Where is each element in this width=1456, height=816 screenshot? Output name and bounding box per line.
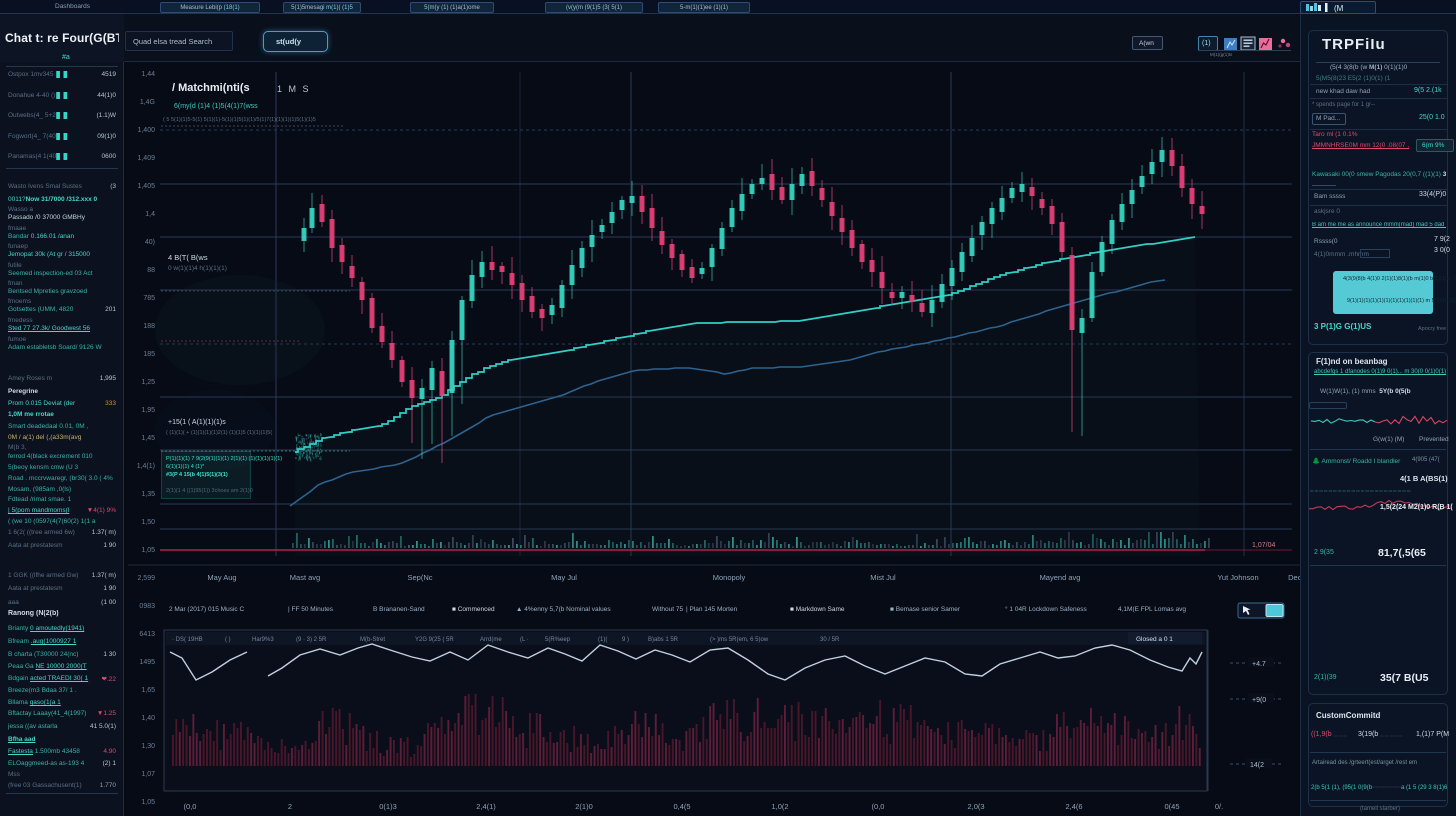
svg-text:Sep(Nc: Sep(Nc (407, 573, 432, 582)
svg-text:5(R%eep: 5(R%eep (545, 637, 571, 643)
svg-text:0(45: 0(45 (1164, 802, 1179, 811)
svg-text:88: 88 (147, 267, 155, 274)
svg-text:2: 2 (288, 802, 292, 811)
svg-text:1,45: 1,45 (141, 435, 155, 442)
svg-text:6413: 6413 (139, 631, 155, 638)
svg-text:Glosed a 0 1: Glosed a 0 1 (1136, 636, 1173, 643)
svg-text:| Plan 145 Morten: | Plan 145 Morten (686, 606, 738, 613)
svg-text:(1)(: (1)( (598, 637, 607, 643)
svg-text:0,4(5: 0,4(5 (673, 802, 690, 811)
svg-text:(L ·: (L · (520, 637, 529, 643)
svg-text:30 / 5R: 30 / 5R (820, 637, 840, 643)
svg-text:9 ): 9 ) (622, 637, 629, 643)
svg-text:B)abs 1 5R: B)abs 1 5R (648, 637, 679, 643)
svg-text:+4.7: +4.7 (1252, 661, 1266, 668)
svg-text:1,0(2: 1,0(2 (771, 802, 788, 811)
svg-text:2(1)0: 2(1)0 (575, 802, 593, 811)
svg-text:May Aug: May Aug (207, 573, 236, 582)
svg-text:1,35: 1,35 (141, 491, 155, 498)
svg-text:1,400: 1,400 (137, 127, 155, 134)
svg-text:(9 · 3) 2 5R: (9 · 3) 2 5R (296, 637, 327, 643)
svg-text:2,599: 2,599 (137, 575, 155, 582)
svg-text:2,0(3: 2,0(3 (967, 802, 984, 811)
svg-text:1,4: 1,4 (145, 211, 155, 218)
svg-text:■ Markdown Same: ■ Markdown Same (790, 606, 845, 613)
svg-text:Har9%3: Har9%3 (252, 637, 274, 643)
svg-text:1,07/04: 1,07/04 (1252, 542, 1275, 549)
svg-text:1,05: 1,05 (141, 799, 155, 806)
svg-text:1,30: 1,30 (141, 743, 155, 750)
svg-text:Without 75: Without 75 (652, 606, 683, 613)
svg-text:1,4(1): 1,4(1) (137, 463, 155, 470)
svg-text:· DS( 19HB: · DS( 19HB (172, 637, 203, 643)
svg-text:185: 185 (143, 351, 155, 358)
svg-text:+9(0: +9(0 (1252, 697, 1266, 704)
svg-text:0(1)3: 0(1)3 (379, 802, 397, 811)
svg-text:° 1 04R Lockdown Safeness: ° 1 04R Lockdown Safeness (1005, 605, 1087, 613)
svg-text:May Jul: May Jul (551, 573, 577, 582)
svg-text:(1): (1) (1202, 40, 1211, 47)
svg-text:Monopoly: Monopoly (713, 573, 746, 582)
svg-text:1,65: 1,65 (141, 687, 155, 694)
svg-text:1,25: 1,25 (141, 379, 155, 386)
svg-text:2,4(1): 2,4(1) (476, 802, 496, 811)
svg-text:2,4(6: 2,4(6 (1065, 802, 1082, 811)
svg-text:(0,0: (0,0 (872, 802, 885, 811)
svg-text:4,1M(E FPL Lomas avg: 4,1M(E FPL Lomas avg (1118, 606, 1186, 613)
svg-text:■ Bemase senior Samer: ■ Bemase senior Samer (890, 606, 961, 613)
svg-text:1,44: 1,44 (141, 71, 155, 78)
svg-text:1,95: 1,95 (141, 407, 155, 414)
svg-text:1,05: 1,05 (141, 547, 155, 554)
svg-text:(0,0: (0,0 (184, 802, 197, 811)
svg-text:■ Commenced: ■ Commenced (452, 606, 495, 613)
svg-text:0983: 0983 (139, 603, 155, 610)
svg-text:1,40: 1,40 (141, 715, 155, 722)
svg-text:Mayend avg: Mayend avg (1040, 573, 1081, 582)
svg-text:B Brananen-Sand: B Brananen-Sand (373, 606, 425, 613)
svg-text:Arrd(me: Arrd(me (480, 637, 502, 643)
svg-text:Mist Jul: Mist Jul (870, 573, 896, 582)
svg-text:M(b-Stret: M(b-Stret (360, 637, 385, 643)
svg-text:1,405: 1,405 (137, 183, 155, 190)
svg-text:( ): ( ) (225, 637, 231, 643)
svg-text:40): 40) (145, 239, 155, 246)
svg-text:14(2: 14(2 (1250, 762, 1264, 769)
svg-text:Mast avg: Mast avg (290, 573, 320, 582)
svg-text:▲ 4%enny 5,7(b Nominal values: ▲ 4%enny 5,7(b Nominal values (516, 606, 611, 613)
svg-text:1,50: 1,50 (141, 519, 155, 526)
svg-text:1495: 1495 (139, 659, 155, 666)
svg-text:(> )ms 5R(em, 6 5)ow: (> )ms 5R(em, 6 5)ow (710, 637, 769, 643)
svg-text:1,409: 1,409 (137, 155, 155, 162)
svg-text:785: 785 (143, 295, 155, 302)
svg-text:188: 188 (143, 323, 155, 330)
svg-text:(M: (M (1334, 4, 1344, 13)
svg-text:1,07: 1,07 (141, 771, 155, 778)
svg-text:2 Mar (2017) 015 Music C: 2 Mar (2017) 015 Music C (169, 606, 244, 613)
svg-text:Y2G 9(25 ( 5R: Y2G 9(25 ( 5R (415, 637, 454, 643)
svg-text:Yut Johnson: Yut Johnson (1217, 573, 1258, 582)
svg-text:| FF 50 Minutes: | FF 50 Minutes (288, 606, 334, 613)
svg-text:0/.: 0/. (1215, 802, 1223, 811)
svg-text:1,4G: 1,4G (140, 99, 155, 106)
